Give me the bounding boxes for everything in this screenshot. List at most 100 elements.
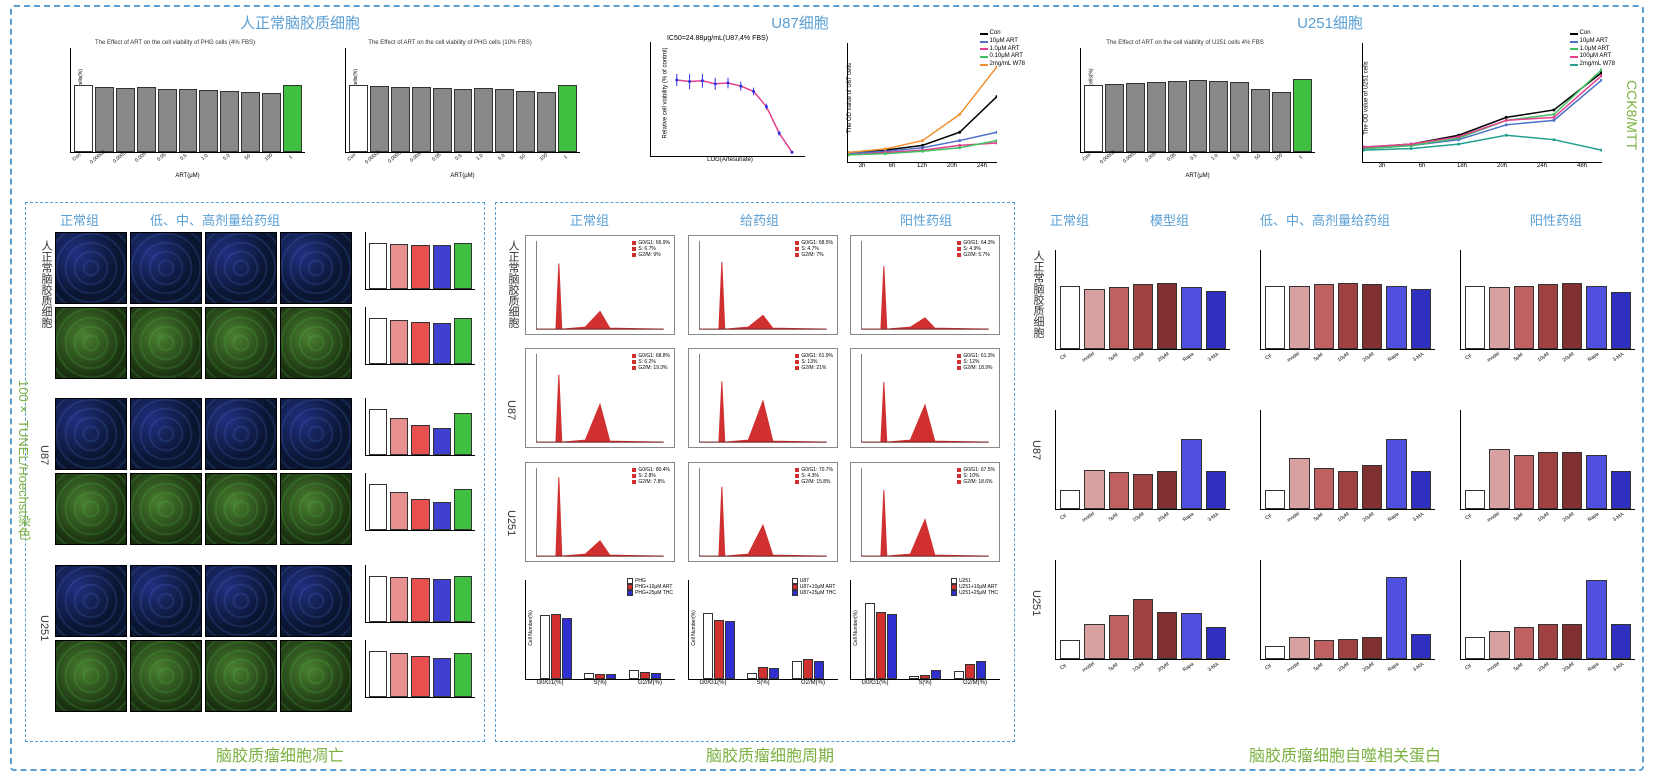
chart-title: The Effect of ART on the cell viability …	[1055, 40, 1315, 46]
plot-area	[1460, 250, 1635, 350]
microscopy-image	[130, 398, 202, 470]
bar	[411, 499, 429, 530]
bar	[158, 89, 177, 152]
chart-title: IC50=24.88μg/mL(U87,4% FBS)	[625, 35, 810, 42]
bar	[454, 489, 472, 530]
bar	[1084, 624, 1104, 659]
bar	[1133, 474, 1153, 509]
microscopy-grid	[55, 232, 352, 379]
plot-area	[1260, 250, 1435, 350]
bar	[814, 661, 824, 679]
bar	[433, 323, 451, 364]
plot-area	[1460, 410, 1635, 510]
bar	[865, 603, 875, 679]
bar	[390, 244, 408, 289]
bar-group	[697, 613, 741, 679]
growth-u87-svg	[848, 43, 997, 162]
autophagy-bar-chart: Ctlmodel5μM10μM20μMRapa3-MA	[1055, 250, 1230, 373]
bar	[714, 620, 724, 679]
bar	[1362, 465, 1382, 509]
plot-area	[1260, 560, 1435, 660]
microscopy-image	[130, 307, 202, 379]
bar	[1209, 81, 1228, 152]
bar	[1562, 624, 1582, 659]
microscopy-image	[130, 473, 202, 545]
bar	[1060, 490, 1080, 509]
bar	[454, 413, 472, 455]
bar	[390, 577, 408, 622]
bar	[1133, 599, 1153, 659]
bar	[976, 661, 986, 679]
bottom-label-autophagy: 脑胶质瘤细胞自噬相关蛋白	[1170, 742, 1520, 766]
tunel-bar-chart	[365, 232, 475, 290]
bar	[540, 615, 550, 679]
flow-legend: G0/G1: 61.9% S: 13% G2/M: 21%	[795, 353, 833, 371]
bar	[1084, 85, 1103, 152]
bar	[411, 425, 429, 455]
panel-label: 低、中、高剂量给药组	[150, 210, 280, 229]
bar	[179, 89, 198, 152]
bar	[1060, 286, 1080, 349]
panel-label: 阳性药组	[1530, 210, 1582, 229]
panel-label: 给药组	[740, 210, 779, 229]
cell-label: U87	[505, 400, 517, 420]
autophagy-bar-chart: Ctlmodel5μM10μM20μMRapa3-MA	[1260, 250, 1435, 373]
bar	[551, 614, 561, 679]
bar	[920, 675, 930, 679]
bar	[562, 618, 572, 679]
microscopy-image	[280, 398, 352, 470]
tunel-bar-chart	[365, 398, 475, 456]
microscopy-grid	[55, 398, 352, 545]
bar	[74, 85, 93, 152]
cycle-grouped-bar: U87U87+10μM ARTU87+25μM THC G0/G1(%)S(%)…	[688, 580, 838, 686]
bar	[1133, 284, 1153, 349]
bar	[1489, 287, 1509, 349]
bar	[1289, 286, 1309, 349]
flow-cytometry-chart: G0/G1: 68.5% S: 4.7% G2/M: 7%	[688, 235, 838, 335]
bar	[1538, 284, 1558, 349]
bar	[433, 658, 451, 697]
microscopy-image	[205, 398, 277, 470]
bar	[803, 659, 813, 679]
bar	[606, 674, 616, 679]
top-label-u251: U251细胞	[1180, 12, 1480, 33]
bar	[369, 651, 387, 697]
bar	[1189, 80, 1208, 152]
bar	[651, 673, 661, 679]
bar	[116, 88, 135, 152]
plot-area	[1055, 560, 1230, 660]
bar	[1465, 490, 1485, 509]
bar	[433, 579, 451, 622]
cell-label: 人正常脑胶质细胞	[1030, 250, 1046, 338]
y-axis-label: The OD value of U87 cells	[847, 63, 853, 133]
bar	[1060, 640, 1080, 659]
microscopy-image	[205, 307, 277, 379]
flow-legend: G0/G1: 68.8% S: 6.2% G2/M: 19.3%	[632, 353, 670, 371]
bar	[1338, 471, 1358, 509]
bar	[1181, 439, 1201, 509]
bar	[1265, 646, 1285, 659]
tunel-bar-chart	[365, 640, 475, 698]
bar	[220, 91, 239, 152]
top-label-phg: 人正常脑胶质细胞	[150, 12, 450, 33]
bar	[1338, 639, 1358, 659]
plot-area	[365, 398, 475, 456]
bar	[1289, 458, 1309, 509]
panel-label: 正常组	[60, 210, 99, 229]
bar	[1386, 439, 1406, 509]
bar	[474, 88, 493, 152]
autophagy-bar-chart: Ctlmodel5μM10μM20μMRapa3-MA	[1460, 560, 1635, 683]
cell-label: U87	[1030, 440, 1042, 460]
tunel-bar-chart	[365, 565, 475, 623]
bar	[1386, 286, 1406, 349]
plot-area	[1055, 410, 1230, 510]
microscopy-image	[205, 473, 277, 545]
microscopy-image	[130, 565, 202, 637]
flow-cytometry-chart: G0/G1: 68.8% S: 6.2% G2/M: 19.3%	[525, 348, 675, 448]
bar	[199, 90, 218, 152]
panel-label: 阳性药组	[900, 210, 952, 229]
microscopy-image	[280, 473, 352, 545]
bar	[1586, 286, 1606, 349]
bar-group	[578, 673, 622, 679]
bar	[758, 667, 768, 679]
